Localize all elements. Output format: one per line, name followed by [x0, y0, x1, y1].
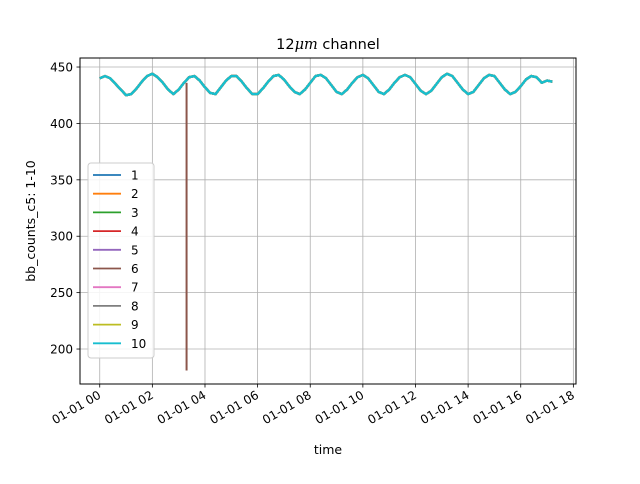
series-line-10 — [99, 72, 553, 97]
x-axis-label: time — [314, 442, 343, 457]
y-tick-label: 450 — [50, 61, 73, 75]
legend-label-6: 6 — [131, 262, 139, 276]
legend-label-3: 3 — [131, 206, 139, 220]
y-tick-label: 350 — [50, 173, 73, 187]
x-tick-label: 01-01 04 — [155, 388, 209, 427]
x-tick-label: 01-01 02 — [102, 388, 156, 427]
legend-label-9: 9 — [131, 318, 139, 332]
legend-label-7: 7 — [131, 281, 139, 295]
x-tick-label: 01-01 12 — [365, 388, 419, 427]
y-tick-label: 200 — [50, 343, 73, 357]
legend-label-4: 4 — [131, 225, 139, 239]
x-tick-label: 01-01 00 — [50, 388, 104, 427]
legend-label-1: 1 — [131, 169, 139, 183]
y-tick-label: 250 — [50, 286, 73, 300]
legend-label-10: 10 — [131, 337, 146, 351]
x-tick-label: 01-01 14 — [418, 388, 472, 427]
legend-label-8: 8 — [131, 299, 139, 313]
legend-box — [87, 162, 155, 359]
x-tick-label: 01-01 06 — [207, 388, 261, 427]
y-tick-label: 300 — [50, 230, 73, 244]
x-tick-label: 01-01 16 — [471, 388, 525, 427]
y-axis: 200 250 300 350 400 450 — [50, 61, 80, 357]
series-layer — [99, 72, 553, 371]
x-tick-label: 01-01 08 — [260, 388, 314, 427]
x-tick-label: 01-01 18 — [523, 388, 577, 427]
y-tick-label: 400 — [50, 117, 73, 131]
plot-frame — [79, 57, 577, 385]
legend: 1 2 3 4 5 6 7 8 9 10 — [87, 162, 155, 359]
x-tick-label: 01-01 10 — [313, 388, 367, 427]
y-axis-label: bb_counts_c5: 1-10 — [23, 160, 38, 282]
legend-label-2: 2 — [131, 187, 139, 201]
grid — [80, 58, 576, 384]
legend-label-5: 5 — [131, 243, 139, 257]
chart-title: 12μm channel — [276, 37, 380, 53]
